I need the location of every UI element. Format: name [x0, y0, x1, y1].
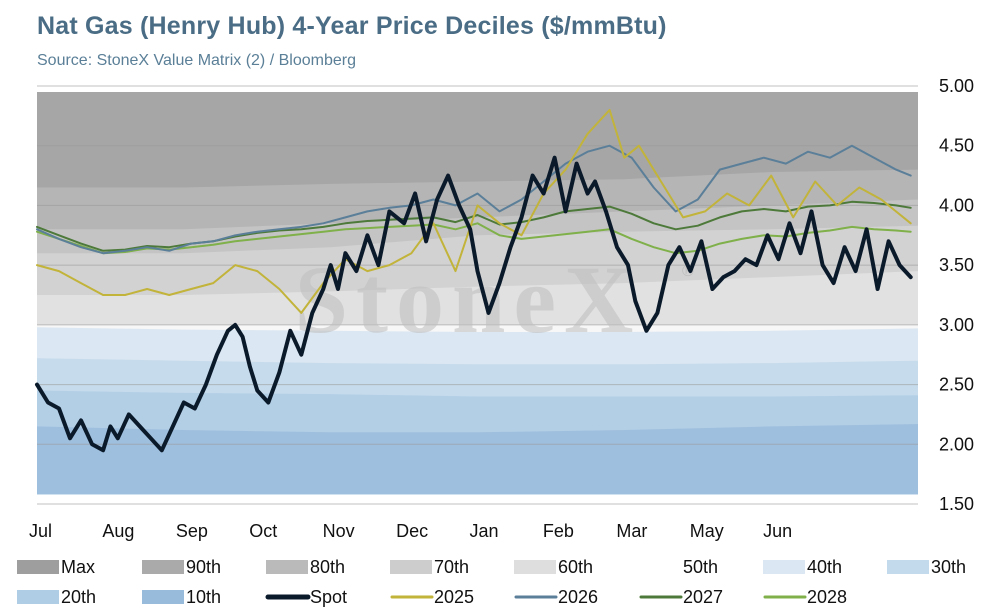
- legend-swatch-90th: [142, 560, 184, 574]
- y-tick-label: 2.50: [939, 375, 974, 395]
- x-tick-label: Mar: [616, 521, 647, 541]
- x-tick-label: Aug: [102, 521, 134, 541]
- legend-swatch-max: [17, 560, 59, 574]
- legend-swatch-60th: [514, 560, 556, 574]
- decile-band-10th: [37, 424, 918, 495]
- x-tick-label: Jul: [29, 521, 52, 541]
- legend-label-2027: 2027: [683, 587, 723, 607]
- series-line-2026: [36, 144, 912, 255]
- y-tick-label: 1.50: [939, 494, 974, 514]
- legend-label-70th: 70th: [434, 557, 469, 577]
- x-tick-label: Jan: [470, 521, 499, 541]
- decile-bands: [37, 92, 918, 495]
- x-tick-label: May: [690, 521, 724, 541]
- y-tick-label: 4.50: [939, 136, 974, 156]
- x-axis: Jul Aug Sep Oct Nov Dec Jan Feb Mar May Jun: [29, 521, 792, 541]
- legend-label-2026: 2026: [558, 587, 598, 607]
- legend-label-20th: 20th: [61, 587, 96, 607]
- legend-label-60th: 60th: [558, 557, 593, 577]
- chart-subtitle: Source: StoneX Value Matrix (2) / Bloomb…: [37, 52, 356, 69]
- y-tick-label: 5.00: [939, 76, 974, 96]
- series-line-2025: [36, 108, 912, 314]
- legend-label-50th: 50th: [683, 557, 718, 577]
- grid-lines: [37, 85, 918, 505]
- series-line-2027: [36, 200, 912, 252]
- legend-label-80th: 80th: [310, 557, 345, 577]
- legend-label-spot: Spot: [310, 587, 347, 607]
- legend-swatch-70th: [390, 560, 432, 574]
- x-tick-label: Nov: [323, 521, 355, 541]
- series-lines: [35, 108, 913, 453]
- legend-label-90th: 90th: [186, 557, 221, 577]
- x-tick-label: Oct: [249, 521, 277, 541]
- legend-label-30th: 30th: [931, 557, 966, 577]
- x-tick-label: Feb: [543, 521, 574, 541]
- x-tick-label: Dec: [396, 521, 428, 541]
- legend-swatch-40th: [763, 560, 805, 574]
- series-line-2028: [36, 222, 912, 255]
- x-tick-label: Sep: [176, 521, 208, 541]
- legend: Max 90th 80th 70th 60th 50th 40th 30th 20th 10th S…: [17, 557, 966, 607]
- legend-swatch-50th: [639, 560, 681, 574]
- series-line-spot: [35, 155, 913, 453]
- legend-label-max: Max: [61, 557, 95, 577]
- x-tick-label: Jun: [763, 521, 792, 541]
- legend-label-2025: 2025: [434, 587, 474, 607]
- y-tick-label: 3.00: [939, 315, 974, 335]
- y-axis: 1.50 2.00 2.50 3.00 3.50 4.00 4.50 5.00: [939, 76, 974, 514]
- legend-swatch-10th: [142, 590, 184, 604]
- legend-swatch-80th: [266, 560, 308, 574]
- legend-swatch-20th: [17, 590, 59, 604]
- stonex-watermark: StoneX: [295, 246, 642, 353]
- legend-swatch-30th: [887, 560, 929, 574]
- legend-label-10th: 10th: [186, 587, 221, 607]
- legend-label-2028: 2028: [807, 587, 847, 607]
- chart-title: Nat Gas (Henry Hub) 4-Year Price Deciles…: [37, 12, 667, 40]
- y-tick-label: 4.00: [939, 195, 974, 215]
- y-tick-label: 2.00: [939, 434, 974, 454]
- legend-label-40th: 40th: [807, 557, 842, 577]
- y-tick-label: 3.50: [939, 255, 974, 275]
